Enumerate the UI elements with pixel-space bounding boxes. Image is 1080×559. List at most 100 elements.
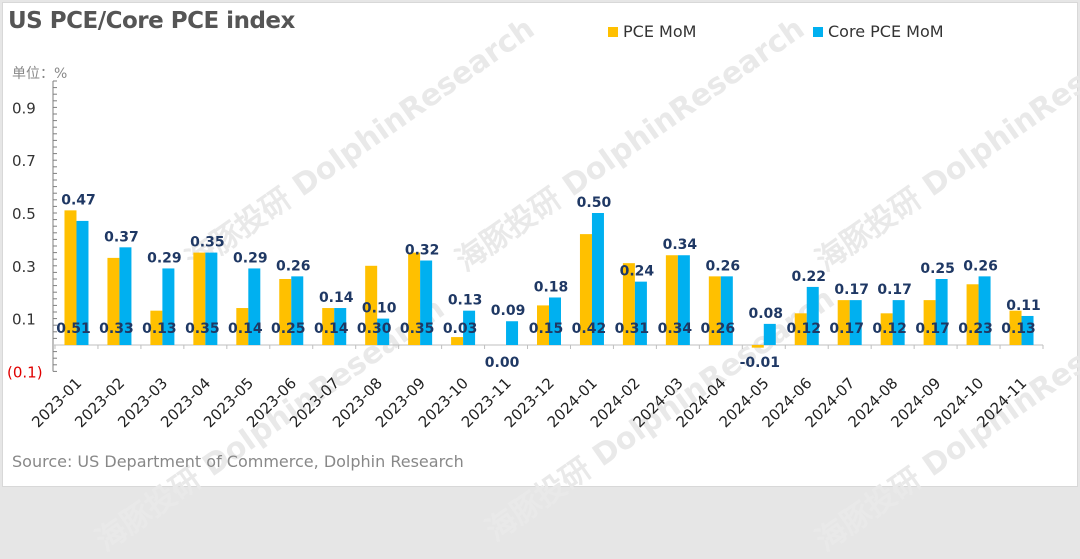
bar-core-pce [720,276,733,345]
data-label-pce: 0.12 [872,321,907,337]
data-label-core-pce: 0.26 [963,258,998,274]
bar-pce [193,252,206,345]
data-label-core-pce: 0.18 [534,279,569,295]
bar-core-pce [1021,315,1034,345]
data-label-core-pce: 0.17 [834,282,869,298]
data-label-core-pce: 0.29 [147,250,182,266]
data-label-pce: 0.42 [572,321,607,337]
data-label-core-pce: 0.09 [491,303,526,319]
bar-core-pce [162,268,175,345]
data-label-pce: 0.13 [142,321,177,337]
bar-core-pce [76,220,89,345]
chart-frame [2,2,1078,487]
data-label-pce: 0.33 [99,321,134,337]
bar-pce [150,310,163,345]
data-label-core-pce: 0.50 [577,195,612,211]
bar-core-pce [248,268,261,345]
data-label-pce: 0.13 [1001,321,1036,337]
bar-core-pce [806,286,819,345]
bar-core-pce [935,279,948,345]
bar-pce [708,276,721,345]
bar-core-pce [291,276,304,345]
data-label-pce: 0.00 [485,355,520,371]
bar-pce [365,265,378,345]
data-label-pce: 0.35 [185,321,220,337]
bar-core-pce [892,300,905,345]
bar-core-pce [506,321,519,345]
bar-pce [794,313,807,345]
bar-pce [880,313,893,345]
data-label-core-pce: 0.11 [1006,298,1041,314]
bar-pce [1009,310,1022,345]
data-label-core-pce: 0.32 [405,243,440,259]
data-label-core-pce: 0.29 [233,250,268,266]
bar-pce [236,308,249,345]
data-label-pce: 0.17 [915,321,950,337]
data-label-core-pce: 0.35 [190,235,225,251]
bar-pce [408,252,421,345]
y-tick-label: 0.7 [12,152,36,170]
bar-pce [451,337,464,345]
data-label-core-pce: 0.14 [319,290,354,306]
data-label-core-pce: 0.10 [362,301,397,317]
bar-core-pce [463,310,476,345]
bar-core-pce [677,255,690,345]
y-tick-label: 0.1 [12,311,36,329]
data-label-pce: 0.14 [228,321,263,337]
bar-pce [279,279,292,345]
bar-core-pce [849,300,862,345]
data-label-pce: -0.01 [740,355,780,371]
bar-core-pce [763,323,776,345]
legend-item-pce: PCE MoM [608,22,696,41]
bar-pce [322,308,335,345]
bar-pce [107,257,120,345]
data-label-core-pce: 0.24 [620,264,655,280]
source-note: Source: US Department of Commerce, Dolph… [12,452,464,471]
y-tick-label: 0.5 [12,205,36,223]
data-label-core-pce: 0.26 [706,258,741,274]
bar-pce [923,300,936,345]
data-label-pce: 0.12 [786,321,821,337]
legend-label-pce: PCE MoM [623,22,697,41]
bar-pce [966,284,979,345]
bar-core-pce [549,297,561,345]
data-label-core-pce: 0.25 [920,261,955,277]
data-label-pce: 0.14 [314,321,349,337]
bar-pce [579,234,592,345]
bar-pce [622,263,635,345]
data-label-pce: 0.26 [701,321,736,337]
y-tick-label: 0.3 [12,258,36,276]
data-label-pce: 0.30 [357,321,392,337]
bar-pce [537,305,549,345]
bar-pce [837,300,850,345]
data-label-pce: 0.35 [400,321,435,337]
y-tick-label: (0.1) [7,363,43,381]
bar-core-pce [634,281,647,345]
legend-swatch-pce [608,26,618,37]
legend-label-core: Core PCE MoM [828,22,944,41]
bar-core-pce [119,247,132,345]
data-label-pce: 0.23 [958,321,993,337]
legend-item-core: Core PCE MoM [813,22,944,41]
bar-core-pce [205,252,218,345]
chart-title: US PCE/Core PCE index [8,8,295,34]
data-label-core-pce: 0.13 [448,293,483,309]
data-label-pce: 0.31 [615,321,650,337]
data-label-core-pce: 0.08 [749,306,784,322]
unit-label: 单位：% [12,66,68,82]
data-label-pce: 0.03 [443,321,478,337]
data-label-core-pce: 0.37 [104,229,139,245]
bar-core-pce [591,213,604,345]
bar-core-pce [377,318,390,345]
y-tick-label: 0.9 [12,99,36,117]
bar-core-pce [420,260,433,345]
data-label-core-pce: 0.22 [791,269,826,285]
bar-pce [751,345,764,348]
chart-plot: 0.90.70.50.30.1(0.1)0.510.472023-010.330… [7,80,1044,431]
bar-pce [64,210,77,345]
legend-swatch-core [813,26,823,37]
bar-pce [665,255,678,345]
data-label-core-pce: 0.17 [877,282,912,298]
data-label-pce: 0.34 [658,321,693,337]
bar-core-pce [978,276,991,345]
